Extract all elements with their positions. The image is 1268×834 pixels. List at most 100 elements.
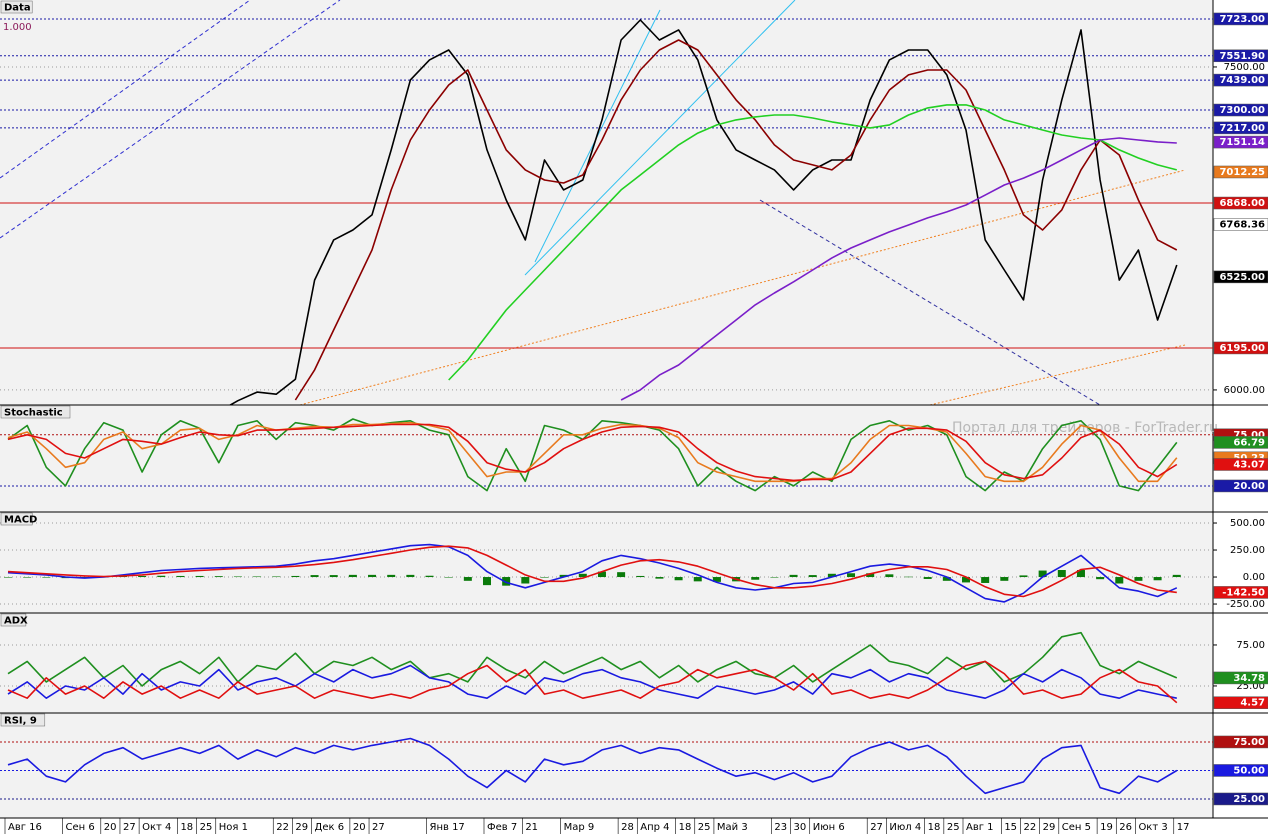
price-tag-label: 66.79 — [1233, 437, 1265, 448]
price-tag — [1213, 458, 1268, 471]
x-tick-label: 29 — [1043, 822, 1056, 833]
panel-title: RSI, 9 — [4, 716, 37, 727]
histogram-bar — [1076, 570, 1085, 578]
histogram-bar — [214, 576, 223, 578]
watermark: Портал для трейдеров - ForTrader.ru — [952, 420, 1218, 436]
price-tag — [1213, 792, 1268, 806]
x-tick-label: 27 — [870, 822, 883, 833]
x-tick-label: 25 — [200, 822, 213, 833]
series-line — [7, 737, 1178, 795]
price-tag-label: 75.00 — [1233, 737, 1265, 748]
panel-title: Data — [4, 3, 31, 14]
x-tick-label: 28 — [621, 822, 634, 833]
price-tag — [1213, 479, 1268, 493]
x-tick-label: Окт 4 — [142, 822, 171, 833]
histogram-bar — [253, 576, 262, 578]
price-tag — [1213, 49, 1268, 63]
price-tag-label: -142.50 — [1222, 587, 1265, 598]
series-line — [620, 137, 1177, 401]
price-tag — [1213, 165, 1268, 179]
series-line — [7, 543, 1178, 603]
histogram-bar — [808, 575, 817, 578]
price-tag-label: 6868.00 — [1219, 198, 1265, 209]
panel — [0, 631, 1213, 704]
price-tag-label: 34.78 — [1233, 673, 1265, 684]
histogram-bar — [195, 575, 204, 578]
trend-line — [524, 0, 796, 276]
price-tag — [1213, 103, 1268, 117]
histogram-bar — [674, 577, 683, 581]
price-tag-label: 7012.25 — [1219, 167, 1265, 178]
histogram-bar — [368, 574, 377, 578]
x-tick-label: Апр 4 — [640, 822, 669, 833]
histogram-bar — [1057, 570, 1066, 578]
histogram-bar — [962, 577, 970, 583]
scale-label: 1.000 — [3, 22, 32, 33]
y-tick-label: 7500.00 — [1224, 62, 1265, 73]
trend-line — [0, 0, 341, 239]
price-tag-label: 7300.00 — [1219, 105, 1265, 116]
x-tick-label: 27 — [123, 822, 136, 833]
panel — [0, 418, 1213, 492]
histogram-bar — [981, 577, 990, 583]
histogram-bar — [291, 575, 300, 578]
histogram-bar — [463, 577, 472, 581]
histogram-bar — [272, 576, 281, 578]
histogram-bar — [348, 574, 357, 578]
panel-title: Stochastic — [4, 408, 63, 419]
price-tag-label: 7723.00 — [1219, 14, 1265, 25]
histogram-bar — [176, 575, 185, 578]
trend-line — [299, 169, 1186, 405]
histogram-bar — [157, 575, 166, 578]
y-tick-label: 0.00 — [1243, 572, 1265, 583]
price-tag-label: 43.07 — [1233, 459, 1265, 470]
histogram-bar — [4, 577, 12, 578]
price-tag-label: 7551.90 — [1219, 51, 1265, 62]
x-tick-label: Окт 3 — [1138, 822, 1167, 833]
histogram-bar — [751, 577, 760, 580]
histogram-bar — [1134, 577, 1143, 581]
panel-title-box — [0, 613, 27, 627]
series-line — [448, 104, 1178, 381]
histogram-bar — [502, 577, 511, 586]
price-tag-label: 6195.00 — [1219, 343, 1265, 354]
y-tick-label: 75.00 — [1236, 640, 1265, 651]
price-tag-label: 25.00 — [1233, 794, 1265, 805]
x-tick-label: Июн 6 — [813, 822, 845, 833]
price-tag-label: 4.57 — [1240, 698, 1265, 709]
price-tag — [1213, 436, 1268, 449]
x-tick-label: Авг 1 — [966, 822, 994, 833]
x-tick-label: 26 — [1119, 822, 1132, 833]
x-tick-label: 25 — [698, 822, 711, 833]
panel-axis: 75.00 50.00 25.00 — [1213, 735, 1268, 806]
histogram-bar — [1172, 574, 1181, 578]
y-tick-label: 6000.00 — [1224, 385, 1265, 396]
histogram-bar — [540, 577, 549, 578]
x-tick-label: 30 — [794, 822, 807, 833]
x-tick-label: 20 — [104, 822, 117, 833]
trend-line — [0, 0, 251, 179]
x-tick-label: 22 — [276, 822, 289, 833]
histogram-bar — [578, 573, 587, 578]
histogram-bar — [138, 575, 147, 578]
price-tag-label: 6525.00 — [1219, 272, 1265, 283]
histogram-bar — [1000, 577, 1009, 581]
histogram-bar — [1038, 570, 1047, 578]
histogram-bar — [866, 573, 875, 578]
histogram-bar — [636, 575, 645, 578]
x-tick-label: Фев 7 — [487, 822, 517, 833]
price-tag — [1213, 12, 1268, 26]
x-tick-label: 22 — [1023, 822, 1036, 833]
price-tag — [1213, 270, 1268, 284]
price-tag-label: 7151.14 — [1219, 137, 1265, 148]
histogram-bar — [444, 577, 453, 578]
histogram-bar — [329, 575, 338, 578]
histogram-bar — [617, 572, 626, 578]
x-tick-label: 25 — [947, 822, 960, 833]
series-line — [7, 423, 1178, 482]
x-tick-label: Ноя 1 — [219, 822, 248, 833]
histogram-bar — [1153, 577, 1162, 581]
